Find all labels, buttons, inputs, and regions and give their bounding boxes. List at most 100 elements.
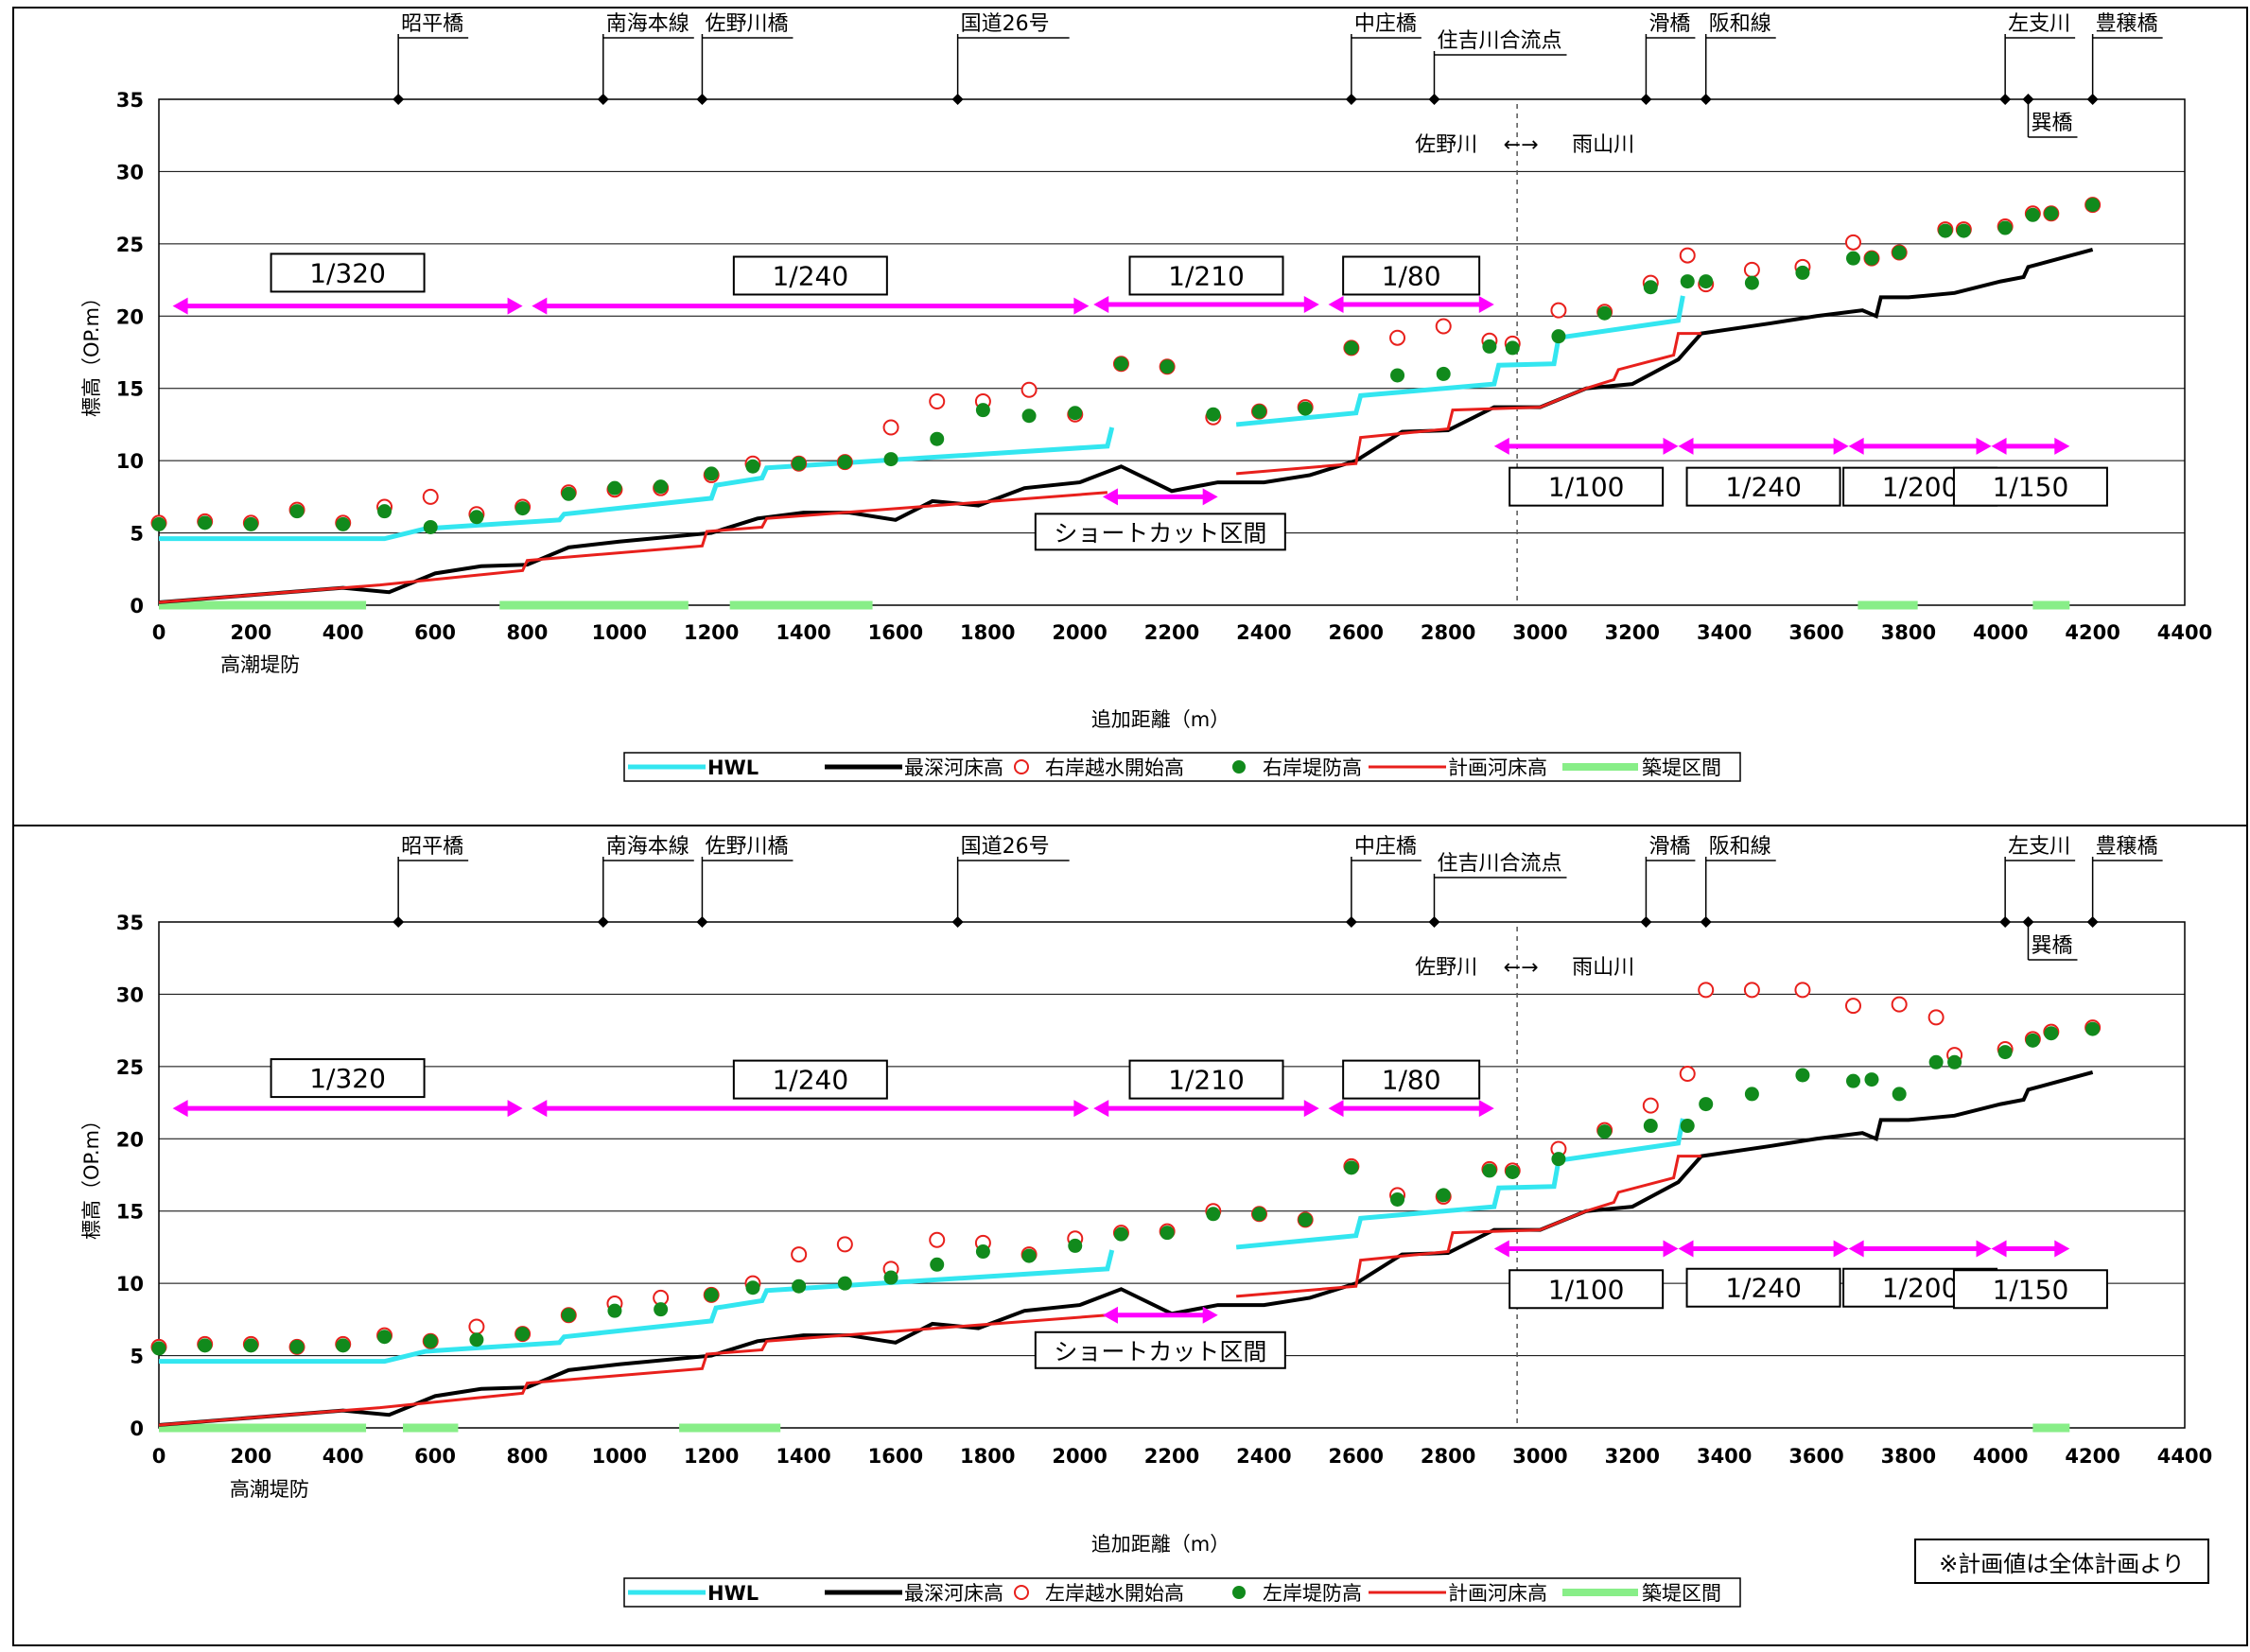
- levee-point: [1390, 1191, 1405, 1207]
- slope-label-box: [1342, 255, 1481, 296]
- levee-point: [837, 1276, 852, 1291]
- arrow-head-right: [1073, 297, 1090, 315]
- levee-point: [423, 519, 438, 534]
- levee-point: [654, 1302, 669, 1317]
- levee-point: [1390, 368, 1405, 383]
- levee-point: [883, 452, 898, 467]
- arrow-head-right: [1663, 437, 1679, 455]
- bridge-marker-diamond: [951, 916, 964, 928]
- levee-point: [975, 403, 990, 418]
- arrow-head-left: [1102, 488, 1118, 506]
- y-tick-label: 25: [116, 1056, 144, 1079]
- levee-point: [1997, 1045, 2013, 1060]
- slope-label: 1/210: [1168, 260, 1245, 291]
- arrow-head-left: [1093, 296, 1109, 314]
- levee-point: [2044, 1026, 2059, 1041]
- x-tick-label: 3200: [1605, 621, 1660, 644]
- levee-point: [377, 1330, 392, 1345]
- x-tick-label: 2400: [1236, 1445, 1291, 1468]
- slope-arrow: [1848, 437, 1992, 455]
- overflow-point: [1435, 318, 1452, 335]
- bridge-label: 阪和線: [1709, 835, 1771, 859]
- legend-swatch-overflow: [1014, 759, 1029, 774]
- levee-point: [336, 516, 351, 531]
- overflow-point: [1550, 302, 1567, 319]
- x-tick-label: 800: [507, 1445, 549, 1468]
- arrow-head-right: [1478, 296, 1494, 314]
- y-tick-label: 15: [116, 378, 144, 401]
- x-tick-label: 1800: [960, 621, 1015, 644]
- slope-label: 1/200: [1882, 472, 1959, 503]
- hwl-line: [1235, 1118, 1685, 1250]
- bridge-marker-diamond: [2022, 916, 2034, 928]
- overflow-point: [929, 1231, 946, 1248]
- arrow-head-left: [1102, 1306, 1118, 1324]
- overflow-point: [1642, 1097, 1659, 1114]
- note-text: ※計画値は全体計画より: [1939, 1551, 2185, 1577]
- levee-point: [198, 515, 213, 530]
- slope-label-box: [1509, 1269, 1665, 1310]
- levee-point: [1505, 340, 1520, 356]
- arrow-head-right: [1976, 1240, 1992, 1258]
- levee-point: [1680, 274, 1695, 289]
- bridge-label: 国道26号: [961, 835, 1050, 859]
- levee-point: [151, 516, 166, 531]
- overflow-point: [1020, 381, 1038, 398]
- levee-point: [1068, 406, 1083, 421]
- levee-point: [1643, 280, 1658, 295]
- x-tick-label: 2000: [1052, 1445, 1107, 1468]
- shortcut-label-box: [1034, 513, 1286, 551]
- deepest-bed-line: [158, 248, 2094, 604]
- x-tick-label: 3800: [1881, 621, 1936, 644]
- levee-point: [1947, 1054, 1962, 1069]
- levee-point: [1845, 251, 1860, 266]
- slope-label: 1/80: [1382, 260, 1441, 291]
- levee-point: [469, 510, 484, 525]
- bridge-label: 南海本線: [606, 12, 689, 36]
- levee-point: [1551, 329, 1566, 344]
- levee-point: [2025, 1033, 2040, 1048]
- slope-label-box: [1342, 1059, 1481, 1100]
- overflow-point: [1927, 1009, 1945, 1026]
- y-tick-label: 25: [116, 234, 144, 256]
- legend-label-hwl: HWL: [707, 756, 759, 779]
- slope-arrow: [172, 297, 523, 315]
- legend-label-deepest: 最深河床高: [904, 1582, 1003, 1605]
- arrow-head-right: [1976, 437, 1992, 455]
- levee-point: [1892, 245, 1907, 260]
- shortcut-label-box: [1034, 1330, 1286, 1369]
- y-tick-label: 15: [116, 1201, 144, 1224]
- x-tick-label: 3400: [1697, 1445, 1752, 1468]
- levee-point: [1956, 223, 1971, 238]
- slope-label-box: [732, 1059, 888, 1100]
- levee-point: [1938, 223, 1953, 238]
- legend: HWL 最深河床高 左岸越水開始高 左岸堤防高 計画河床高 築堤区間: [623, 1577, 1741, 1608]
- x-tick-label: 4200: [2065, 1445, 2119, 1468]
- bridge-marker-diamond: [392, 916, 405, 928]
- levee-point: [515, 1327, 531, 1342]
- arrow-head-left: [1848, 437, 1864, 455]
- slope-label-box: [1509, 466, 1665, 507]
- y-axis-label: 標高（OP.m）: [80, 287, 103, 417]
- y-tick-label: 0: [130, 1417, 144, 1440]
- overflow-point: [791, 1246, 808, 1263]
- levee-point: [1551, 1152, 1566, 1167]
- bridge-marker-diamond: [1428, 916, 1440, 928]
- y-tick-label: 30: [116, 161, 144, 183]
- bridge-marker-diamond: [1345, 94, 1357, 105]
- slope-label: 1/240: [1725, 1273, 1802, 1304]
- slope-label-box: [1685, 466, 1841, 507]
- levee-point: [1251, 1207, 1266, 1222]
- slope-label: 1/100: [1548, 1274, 1625, 1305]
- bridge-label: 左支川: [2008, 835, 2070, 859]
- bridge-marker-diamond: [1428, 94, 1440, 105]
- slope-label: 1/200: [1882, 1273, 1959, 1304]
- levee-point: [704, 466, 719, 481]
- levee-point: [1021, 1248, 1037, 1263]
- slope-label: 1/240: [772, 1065, 848, 1096]
- arrow-head-left: [1848, 1240, 1864, 1258]
- x-tick-label: 3200: [1605, 1445, 1660, 1468]
- y-tick-label: 10: [116, 450, 144, 473]
- slope-label: 1/80: [1382, 1065, 1441, 1096]
